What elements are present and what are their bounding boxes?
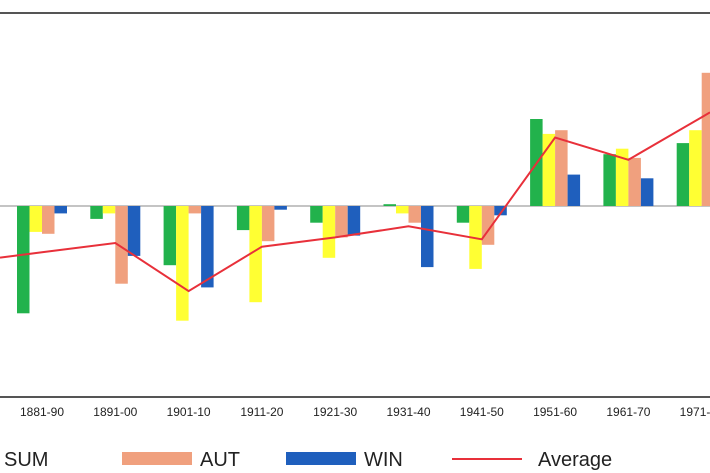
x-tick-label: 1951-60 [533,405,577,419]
legend: SUM AUT WIN Average [4,449,612,471]
bar-win-1931-40 [421,206,434,268]
bar-spr-1971-80 [676,143,690,206]
bar-win-1891-00 [127,206,141,256]
bar-sum-1901-10 [176,206,189,321]
legend-item-sum: SUM [4,449,48,471]
x-tick-label: 1931-40 [386,405,430,419]
bar-sum-1971-80 [689,130,702,206]
bar-win-1911-20 [274,206,287,210]
legend-swatch-win [286,452,356,465]
bar-aut-1911-20 [261,206,275,242]
bar-sum-1961-70 [615,148,629,206]
bar-spr-1901-10 [163,206,177,266]
legend-item-win: WIN [286,449,403,471]
legend-swatch-aut [122,452,192,465]
legend-label-aut: AUT [200,449,240,471]
legend-label-average: Average [538,449,612,471]
legend-label-sum: SUM [4,449,48,471]
bar-sum-1881-90 [29,206,42,232]
bar-aut-1921-30 [335,206,348,238]
average-line [0,111,710,293]
average-line-group [0,111,710,293]
bar-win-1921-30 [347,206,361,236]
x-tick-labels: 1881-90 1891-00 1901-10 1911-20 1921-30 1931-… [20,405,710,419]
bar-spr-1921-30 [310,206,323,223]
bars-group [17,72,710,321]
legend-label-win: WIN [364,449,403,471]
bar-aut-1881-90 [42,206,55,234]
bar-win-1941-50 [494,206,507,216]
bar-win-1901-10 [201,206,214,288]
bar-aut-1891-00 [115,206,128,284]
bar-spr-1891-00 [90,206,103,219]
bar-sum-1911-20 [249,206,262,303]
x-tick-label: 1881-90 [20,405,64,419]
bar-sum-1921-30 [322,206,336,258]
bar-aut-1971-80 [701,72,710,206]
bar-spr-1881-90 [17,206,30,314]
bar-aut-1961-70 [628,157,641,206]
bar-aut-1951-60 [555,130,568,206]
bar-win-1961-70 [640,178,654,207]
legend-item-average: Average [452,449,612,471]
x-tick-label: 1961-70 [606,405,650,419]
x-tick-label: 1891-00 [93,405,137,419]
bar-sum-1891-00 [102,206,116,214]
x-tick-label: 1921-30 [313,405,357,419]
bar-spr-1911-20 [236,206,250,231]
bar-sum-1931-40 [396,206,409,214]
x-tick-label: 1901-10 [167,405,211,419]
x-tick-label: 1911-20 [240,405,283,419]
bar-spr-1941-50 [456,206,470,223]
bar-spr-1961-70 [603,154,616,206]
x-tick-label: 1971-80 [680,405,710,419]
bar-aut-1901-10 [188,206,202,214]
bar-win-1881-90 [54,206,67,214]
bar-aut-1931-40 [408,206,421,223]
x-tick-label: 1941-50 [460,405,504,419]
bar-spr-1931-40 [383,204,396,206]
legend-item-aut: AUT [122,449,240,471]
bar-win-1951-60 [567,174,581,206]
